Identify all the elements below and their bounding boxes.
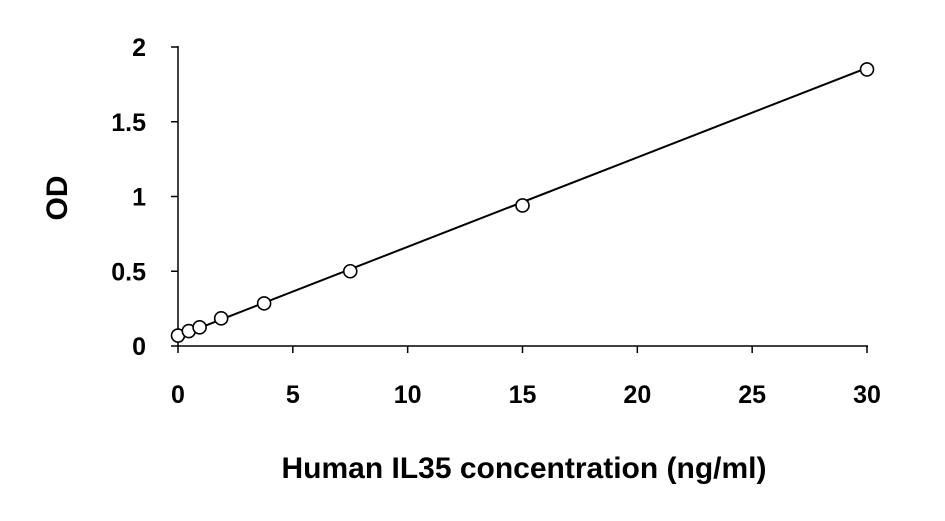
x-tick-label: 20 [623, 381, 651, 409]
x-tick-label: 0 [171, 381, 185, 409]
data-point [515, 198, 530, 213]
data-point [859, 62, 875, 77]
data-point [256, 296, 272, 311]
x-tick-label: 15 [509, 381, 537, 409]
data-point [213, 311, 229, 326]
y-axis: 0 0.5 1 1.5 2 [111, 34, 179, 361]
y-tick-label: 2 [132, 34, 146, 62]
data-point [192, 320, 207, 335]
x-tick-label: 25 [738, 381, 766, 409]
x-tick-label: 5 [286, 381, 300, 409]
x-tick-label: 30 [853, 381, 881, 409]
y-tick-label: 0 [132, 333, 146, 361]
x-tick-label: 10 [394, 381, 422, 409]
x-axis: 0 5 10 15 20 25 30 [171, 345, 881, 409]
data-point [342, 263, 358, 279]
x-axis-title: Human IL35 concentration (ng/ml) [281, 452, 766, 485]
y-tick-label: 1.5 [111, 109, 146, 137]
y-tick-label: 0.5 [111, 258, 146, 286]
y-tick-label: 1 [132, 184, 146, 212]
y-axis-title: OD [41, 176, 74, 221]
data-points [170, 62, 875, 343]
